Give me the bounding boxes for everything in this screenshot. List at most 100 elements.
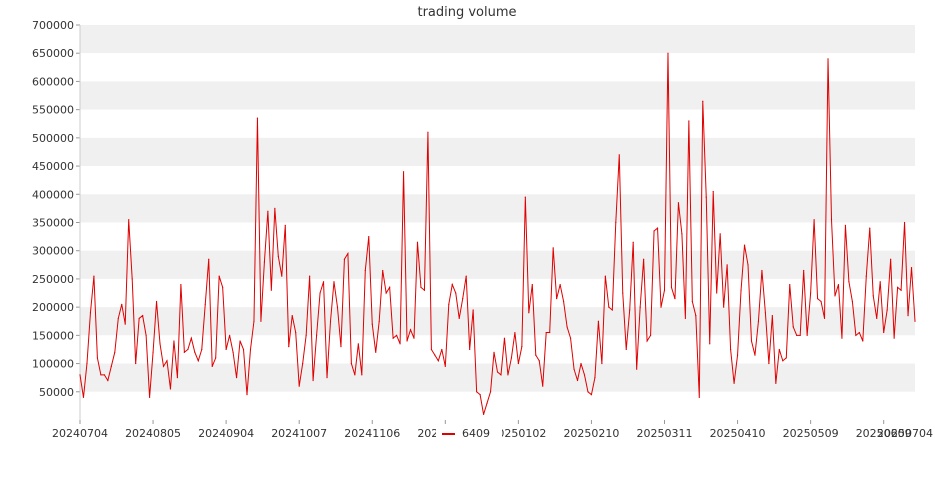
data-point: [277, 255, 279, 257]
data-point: [437, 360, 439, 362]
data-point: [218, 275, 220, 277]
data-point: [723, 306, 725, 308]
data-point: [646, 340, 648, 342]
y-tick-label: 600000: [32, 75, 74, 88]
data-point: [124, 323, 126, 325]
data-point: [96, 357, 98, 359]
data-point: [639, 306, 641, 308]
data-point: [622, 292, 624, 294]
data-point: [284, 224, 286, 226]
data-point: [907, 315, 909, 317]
data-point: [903, 221, 906, 224]
grid-band: [80, 335, 915, 364]
data-point: [733, 382, 735, 384]
data-point: [416, 241, 419, 243]
data-point: [256, 117, 259, 119]
data-point: [107, 379, 109, 382]
data-point: [681, 233, 683, 235]
data-point: [263, 261, 265, 263]
data-point: [368, 236, 370, 238]
data-point: [858, 331, 860, 334]
data-point: [535, 354, 537, 356]
data-point: [86, 362, 88, 365]
data-point: [625, 348, 627, 351]
data-point: [79, 374, 81, 376]
data-point: [538, 360, 540, 362]
data-point: [347, 252, 349, 255]
data-point: [385, 292, 387, 294]
data-point: [778, 348, 780, 351]
data-point: [378, 320, 380, 322]
data-point: [670, 286, 673, 288]
data-point: [336, 306, 339, 308]
grid-band: [80, 53, 915, 82]
data-point: [89, 312, 92, 314]
y-tick-label: 550000: [32, 104, 74, 117]
grid-band: [80, 137, 915, 167]
data-point: [246, 394, 248, 396]
data-point: [587, 391, 589, 393]
data-point: [319, 292, 321, 294]
data-point: [103, 374, 105, 376]
data-point: [176, 377, 179, 379]
data-point: [270, 289, 272, 291]
x-tick-label: 20241007: [271, 427, 327, 440]
data-point: [82, 396, 85, 399]
data-point: [413, 337, 415, 339]
data-point: [402, 171, 405, 173]
grid-band: [80, 222, 915, 251]
data-point: [726, 264, 728, 266]
data-point: [573, 368, 575, 370]
data-point: [844, 224, 847, 226]
data-point: [900, 289, 902, 291]
data-point: [837, 283, 840, 286]
data-point: [848, 281, 850, 283]
data-point: [803, 269, 805, 272]
data-point: [493, 351, 495, 353]
data-point: [430, 348, 432, 351]
data-point: [503, 337, 506, 339]
data-point: [382, 269, 384, 272]
data-point: [312, 379, 314, 382]
data-point: [427, 131, 429, 133]
data-point: [406, 340, 408, 342]
data-point: [434, 354, 436, 356]
data-point: [322, 281, 325, 283]
data-point: [315, 334, 318, 336]
data-point: [771, 315, 773, 317]
data-point: [194, 351, 196, 353]
data-point: [514, 331, 516, 334]
data-point: [489, 391, 492, 393]
data-point: [542, 385, 544, 387]
y-axis-ticks: 50000 100000 150000 200000 250000 300000 35000…: [32, 19, 80, 399]
data-point: [754, 354, 756, 356]
y-tick-label: 700000: [32, 19, 74, 32]
data-point: [597, 320, 600, 322]
x-tick-label: 20250102: [490, 427, 546, 440]
data-point: [110, 365, 112, 367]
data-point: [743, 244, 746, 246]
data-point: [329, 320, 332, 322]
data-point: [869, 227, 871, 229]
x-tick-label: 20250704: [877, 427, 933, 440]
data-point: [455, 292, 457, 294]
data-point: [180, 283, 182, 286]
y-tick-label: 250000: [32, 273, 74, 286]
data-point: [375, 351, 377, 353]
data-point: [611, 309, 613, 311]
data-point: [295, 331, 297, 334]
data-point: [253, 320, 255, 322]
data-point: [183, 351, 185, 353]
grid-band: [80, 194, 915, 223]
y-tick-label: 500000: [32, 132, 74, 145]
data-point: [235, 377, 238, 379]
data-point: [354, 374, 356, 376]
data-point: [604, 275, 606, 277]
chart-title: trading volume: [417, 5, 516, 20]
data-point: [524, 196, 526, 198]
data-point: [507, 374, 509, 376]
data-point: [482, 413, 485, 415]
data-point: [409, 329, 412, 331]
y-tick-label: 200000: [32, 301, 74, 314]
x-tick-label: 20250311: [637, 427, 693, 440]
